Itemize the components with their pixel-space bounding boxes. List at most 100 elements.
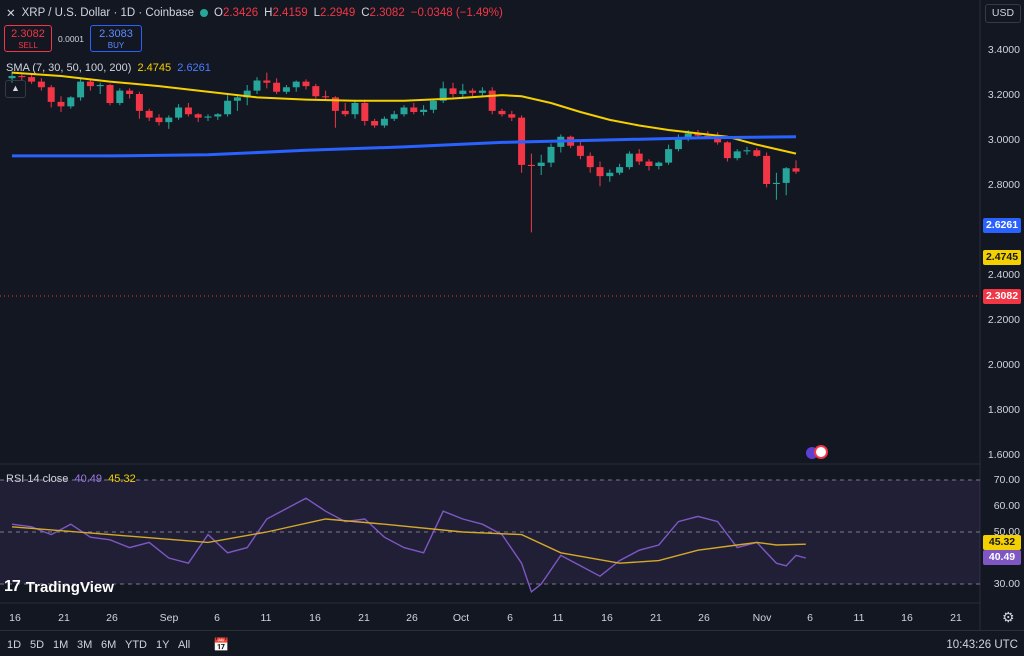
candle-body[interactable]	[77, 81, 85, 98]
candle-body[interactable]	[753, 150, 761, 156]
candle-body[interactable]	[96, 85, 104, 87]
candle-body[interactable]	[380, 118, 388, 126]
range-ytd[interactable]: YTD	[125, 639, 147, 651]
date-range-calendar-icon[interactable]: 📅	[213, 637, 230, 652]
candle-body[interactable]	[527, 164, 535, 166]
candle-body[interactable]	[390, 114, 398, 119]
range-all[interactable]: All	[178, 639, 191, 651]
candle-body[interactable]	[410, 107, 418, 113]
candle-body[interactable]	[361, 103, 369, 121]
candle-body[interactable]	[704, 135, 712, 137]
candle-body[interactable]	[743, 150, 751, 152]
candle-body[interactable]	[576, 145, 584, 156]
candle-body[interactable]	[282, 87, 290, 92]
candle-body[interactable]	[429, 100, 437, 110]
candle-body[interactable]	[292, 81, 300, 88]
candle-body[interactable]	[263, 80, 271, 83]
candle-body[interactable]	[469, 90, 477, 93]
sell-button[interactable]: 2.3082 SELL	[4, 25, 52, 52]
tradingview-logo[interactable]: 17 TradingView	[4, 578, 114, 596]
range-1d[interactable]: 1D	[7, 639, 22, 651]
candle-body[interactable]	[763, 155, 771, 184]
range-1y[interactable]: 1Y	[156, 639, 170, 651]
candle-body[interactable]	[449, 88, 457, 94]
candle-body[interactable]	[439, 88, 447, 101]
candle-body[interactable]	[488, 90, 496, 111]
market-status-icon[interactable]	[200, 9, 208, 17]
candle-body[interactable]	[175, 107, 183, 118]
candle-body[interactable]	[135, 94, 143, 111]
candle-body[interactable]	[782, 168, 790, 183]
candle-body[interactable]	[498, 110, 506, 115]
candle-body[interactable]	[400, 107, 408, 115]
candle-body[interactable]	[420, 109, 428, 112]
candle-body[interactable]	[126, 90, 134, 94]
candle-body[interactable]	[8, 76, 16, 79]
symbol-title[interactable]: XRP / U.S. Dollar · 1D · Coinbase	[21, 7, 194, 19]
candle-body[interactable]	[625, 153, 633, 168]
candle-body[interactable]	[233, 97, 241, 101]
candle-body[interactable]	[684, 133, 692, 138]
candle-body[interactable]	[547, 146, 555, 163]
candle-body[interactable]	[165, 117, 173, 123]
candle-body[interactable]	[694, 133, 702, 136]
candle-body[interactable]	[37, 81, 45, 88]
candle-body[interactable]	[616, 167, 624, 173]
candle-body[interactable]	[537, 162, 545, 166]
events-icon[interactable]	[806, 445, 828, 459]
candle-body[interactable]	[645, 161, 653, 167]
collapse-legend-button[interactable]: ▲	[5, 80, 26, 98]
candle-body[interactable]	[596, 167, 604, 177]
candle-body[interactable]	[733, 151, 741, 159]
candle-body[interactable]	[312, 86, 320, 97]
candle-body[interactable]	[145, 110, 153, 118]
rsi-legend[interactable]: RSI 14 close 40.49 45.32	[6, 473, 136, 485]
candle-body[interactable]	[253, 80, 261, 91]
candle-body[interactable]	[204, 116, 212, 118]
candle-body[interactable]	[28, 77, 36, 82]
candle-body[interactable]	[586, 155, 594, 168]
candle-body[interactable]	[194, 114, 202, 118]
sma-legend[interactable]: SMA (7, 30, 50, 100, 200) 2.4745 2.6261	[6, 62, 211, 74]
candle-body[interactable]	[273, 82, 281, 92]
candle-body[interactable]	[331, 97, 339, 111]
candle-body[interactable]	[714, 136, 722, 143]
candle-body[interactable]	[459, 90, 467, 94]
currency-button[interactable]: USD	[985, 4, 1021, 23]
candle-body[interactable]	[302, 81, 310, 87]
candle-body[interactable]	[116, 90, 124, 103]
candle-body[interactable]	[155, 117, 163, 123]
utc-clock[interactable]: 10:43:26 UTC	[946, 639, 1018, 651]
candle-body[interactable]	[341, 110, 349, 115]
candle-body[interactable]	[371, 121, 379, 126]
candle-body[interactable]	[57, 101, 65, 107]
candle-body[interactable]	[243, 90, 251, 98]
candle-body[interactable]	[351, 103, 359, 115]
candle-body[interactable]	[106, 85, 114, 103]
candle-body[interactable]	[772, 182, 780, 184]
range-3m[interactable]: 3M	[77, 639, 93, 651]
candle-body[interactable]	[723, 142, 731, 159]
candle-body[interactable]	[478, 90, 486, 93]
candle-body[interactable]	[635, 153, 643, 162]
candle-body[interactable]	[508, 114, 516, 118]
candle-body[interactable]	[606, 172, 614, 177]
candle-body[interactable]	[184, 107, 192, 115]
settings-gear-icon[interactable]: ⚙	[1002, 609, 1015, 625]
close-symbol-icon[interactable]: ✕	[6, 8, 16, 20]
candle-body[interactable]	[322, 96, 330, 98]
candle-body[interactable]	[224, 100, 232, 115]
range-5d[interactable]: 5D	[30, 639, 45, 651]
range-6m[interactable]: 6M	[101, 639, 117, 651]
candle-body[interactable]	[67, 97, 75, 107]
candle-body[interactable]	[665, 149, 673, 163]
candle-body[interactable]	[86, 81, 94, 87]
range-1m[interactable]: 1M	[53, 639, 69, 651]
candle-body[interactable]	[792, 168, 800, 172]
candle-body[interactable]	[18, 76, 26, 78]
candle-body[interactable]	[214, 114, 222, 117]
candle-body[interactable]	[655, 162, 663, 166]
candle-body[interactable]	[674, 137, 682, 150]
candle-body[interactable]	[47, 87, 55, 102]
